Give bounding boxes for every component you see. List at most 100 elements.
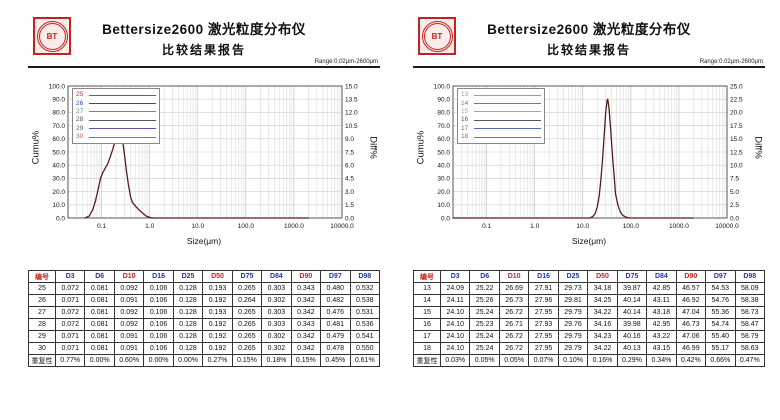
table-row: 17 24.10 25.24 26.72 27.95 29.79 34.23 40.16 43.… <box>413 330 766 343</box>
table-cell: 0.128 <box>172 294 204 307</box>
table-cell: 24.10 <box>439 318 471 331</box>
table-cell: 40.14 <box>616 306 648 319</box>
col-header-D90: D90 <box>290 270 322 283</box>
table-cell: 0.106 <box>143 330 174 343</box>
report-title: Bettersize2600 激光粒度分布仪 <box>487 22 691 37</box>
table-cell: 46.73 <box>675 318 707 331</box>
legend-label: 17 <box>461 124 469 132</box>
table-cell: 0.071 <box>54 342 86 355</box>
table-cell: 0.29% <box>616 354 648 367</box>
bettersize-logo-icon: BT <box>418 17 456 55</box>
bettersize-logo-icon: BT <box>33 17 71 55</box>
legend-line-swatch <box>89 136 156 138</box>
svg-text:10.0: 10.0 <box>437 202 450 209</box>
table-cell: 26.72 <box>498 306 530 319</box>
legend-item-16: 16 <box>461 116 541 124</box>
report-subtitle: 比较结果报告 <box>161 43 246 57</box>
report-header: BT Bettersize2600 激光粒度分布仪 比较结果报告 Range:0… <box>28 12 380 68</box>
table-cell: 0.265 <box>231 342 263 355</box>
table-cell: 0.265 <box>231 330 263 343</box>
table-cell: 39.87 <box>616 282 648 295</box>
table-cell: 0.541 <box>349 330 381 343</box>
table-cell: 0.00% <box>143 354 174 367</box>
table-cell: 24.10 <box>439 306 471 319</box>
svg-text:12.0: 12.0 <box>345 110 358 117</box>
table-cell: 25.24 <box>469 330 500 343</box>
table-cell: 0.265 <box>231 318 263 331</box>
table-cell: 27.95 <box>528 306 559 319</box>
table-cell: 39.98 <box>616 318 648 331</box>
table-cell: 0.478 <box>320 342 351 355</box>
legend-line-swatch <box>89 128 156 130</box>
legend-line-swatch <box>474 111 541 113</box>
table-cell: 43.18 <box>646 306 677 319</box>
table-cell: 0.106 <box>143 318 174 331</box>
table-cell: 34.18 <box>587 282 618 295</box>
table-cell: 26.73 <box>498 294 530 307</box>
legend-label: 30 <box>76 133 84 141</box>
table-row: 27 0.072 0.081 0.092 0.106 0.128 0.193 0.265 0.3… <box>28 306 381 319</box>
table-cell: 34.25 <box>587 294 618 307</box>
svg-text:90.0: 90.0 <box>52 97 65 104</box>
table-cell: 0.303 <box>261 282 292 295</box>
col-header-D84: D84 <box>261 270 292 283</box>
table-row: 26 0.071 0.081 0.091 0.106 0.128 0.192 0.264 0.3… <box>28 294 381 307</box>
table-cell: 54.76 <box>705 294 736 307</box>
table-cell: 42.95 <box>646 318 677 331</box>
table-cell: 29.73 <box>557 282 589 295</box>
table-cell: 0.16% <box>587 354 618 367</box>
svg-text:70.0: 70.0 <box>52 123 65 130</box>
legend-item-14: 14 <box>461 99 541 107</box>
svg-text:1.0: 1.0 <box>145 223 154 230</box>
table-cell: 0.091 <box>113 330 145 343</box>
table-cell: 27.91 <box>528 282 559 295</box>
table-cell: 0.15% <box>231 354 263 367</box>
legend-item-30: 30 <box>76 133 156 141</box>
table-cell: 0.106 <box>143 306 174 319</box>
table-cell: 26.72 <box>498 330 530 343</box>
svg-text:80.0: 80.0 <box>52 110 65 117</box>
table-cell: 0.00% <box>172 354 204 367</box>
table-cell: 0.27% <box>202 354 233 367</box>
results-table-wrap: 编号 D3 D6 D10 D16 D25 D50 D75 D84 D90 D97 D98 25 0.072… <box>28 270 381 367</box>
table-cell: 47.06 <box>675 330 707 343</box>
report-header: BT Bettersize2600 激光粒度分布仪 比较结果报告 Range:0… <box>413 12 765 68</box>
table-cell: 0.342 <box>290 342 322 355</box>
table-cell: 0.192 <box>202 294 233 307</box>
table-cell: 0.072 <box>54 306 86 319</box>
table-cell: 0.480 <box>320 282 351 295</box>
results-table: 编号 D3 D6 D10 D16 D25 D50 D75 D84 D90 D97 D98 25 0.072… <box>28 270 381 367</box>
table-cell: 0.265 <box>231 282 263 295</box>
svg-text:1.5: 1.5 <box>345 202 354 209</box>
legend-item-13: 13 <box>461 91 541 99</box>
svg-text:30.0: 30.0 <box>437 176 450 183</box>
sample-id: 重复性 <box>413 354 441 367</box>
table-row: 28 0.072 0.081 0.092 0.106 0.128 0.192 0.265 0.3… <box>28 318 381 331</box>
table-cell: 55.36 <box>705 306 736 319</box>
table-cell: 0.479 <box>320 330 351 343</box>
col-header-D10: D10 <box>113 270 145 283</box>
table-cell: 0.192 <box>202 318 233 331</box>
table-cell: 26.71 <box>498 318 530 331</box>
table-cell: 0.071 <box>54 330 86 343</box>
table-cell: 0.081 <box>84 342 115 355</box>
sample-id: 18 <box>413 342 441 355</box>
legend-line-swatch <box>474 136 541 138</box>
col-header-D50: D50 <box>202 270 233 283</box>
table-cell: 40.16 <box>616 330 648 343</box>
table-cell: 0.343 <box>290 318 322 331</box>
table-cell: 58.38 <box>734 294 766 307</box>
svg-text:6.0: 6.0 <box>345 163 354 170</box>
svg-text:2.5: 2.5 <box>730 202 739 209</box>
svg-text:7.5: 7.5 <box>730 176 739 183</box>
table-cell: 0.092 <box>113 318 145 331</box>
table-cell: 46.57 <box>675 282 707 295</box>
svg-text:60.0: 60.0 <box>437 136 450 143</box>
legend-label: 29 <box>76 124 84 132</box>
table-cell: 0.536 <box>349 318 381 331</box>
svg-text:80.0: 80.0 <box>437 110 450 117</box>
table-cell: 0.34% <box>646 354 677 367</box>
table-cell: 26.72 <box>498 342 530 355</box>
svg-text:50.0: 50.0 <box>437 149 450 156</box>
table-cell: 27.96 <box>528 294 559 307</box>
